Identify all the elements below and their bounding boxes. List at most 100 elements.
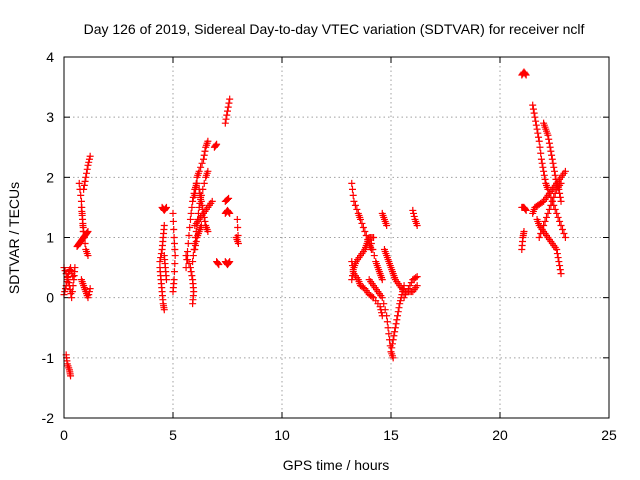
data-point [557, 221, 565, 229]
data-point [204, 227, 212, 235]
y-tick-label: 2 [46, 169, 54, 185]
data-point [521, 70, 529, 78]
data-point [368, 293, 376, 301]
x-tick-label: 5 [169, 427, 177, 443]
data-point [550, 163, 558, 171]
data-point [214, 260, 222, 268]
data-point [538, 159, 546, 167]
data-point [378, 276, 386, 284]
data-point [197, 221, 205, 229]
data-point [546, 143, 554, 151]
data-point [83, 169, 91, 177]
data-point [169, 209, 177, 217]
data-point [402, 291, 410, 299]
data-point [189, 300, 197, 308]
data-point [548, 151, 556, 159]
y-tick-label: 3 [46, 109, 54, 125]
data-point [378, 294, 386, 302]
data-point [413, 282, 421, 290]
data-point [400, 294, 408, 302]
data-point [156, 258, 164, 266]
data-point [548, 197, 556, 205]
data-point [69, 273, 77, 281]
data-point [537, 149, 545, 157]
data-point [406, 282, 414, 290]
data-point [85, 155, 93, 163]
data-point [195, 185, 203, 193]
data-point [223, 111, 231, 119]
data-point [529, 101, 537, 109]
data-point [212, 141, 220, 149]
data-point [348, 185, 356, 193]
data-point [80, 234, 88, 241]
data-point [535, 234, 543, 241]
data-point [204, 137, 212, 145]
data-point [82, 173, 90, 181]
data-point [75, 179, 83, 187]
data-point [195, 167, 203, 175]
data-point [171, 252, 179, 260]
data-point [541, 175, 549, 183]
data-point [67, 264, 75, 272]
data-point [540, 167, 548, 175]
y-tick-label: -2 [42, 410, 55, 426]
data-point [550, 193, 558, 201]
data-point [361, 227, 369, 235]
data-point [160, 306, 168, 314]
data-point [356, 215, 364, 223]
data-point [188, 272, 196, 280]
data-point [61, 267, 69, 275]
data-point [554, 254, 562, 262]
data-point [383, 312, 391, 320]
data-point [198, 201, 206, 209]
data-point [536, 143, 544, 151]
x-tick-label: 10 [274, 427, 290, 443]
data-point [544, 209, 552, 217]
data-point [197, 193, 205, 201]
data-point [80, 227, 88, 235]
data-point [162, 203, 170, 211]
data-point [86, 285, 94, 293]
x-tick-label: 25 [601, 427, 617, 443]
data-point [394, 312, 402, 320]
data-point [551, 171, 559, 179]
data-point [84, 161, 92, 169]
data-point [378, 309, 386, 317]
data-point [556, 217, 564, 225]
data-point [370, 234, 378, 241]
data-points [60, 68, 569, 380]
data-point [556, 266, 564, 274]
data-point [367, 240, 375, 248]
data-point [381, 306, 389, 314]
data-point [535, 133, 543, 141]
data-point [169, 217, 177, 225]
data-point [348, 258, 356, 266]
data-point [540, 171, 548, 179]
data-point [160, 221, 168, 229]
data-point [226, 258, 234, 266]
data-point [184, 248, 192, 256]
data-point [85, 158, 93, 166]
data-point [234, 223, 242, 231]
data-point [200, 151, 208, 159]
data-point [545, 135, 553, 143]
data-point [383, 221, 391, 229]
data-point [530, 109, 538, 117]
data-point [224, 103, 232, 111]
data-point [68, 288, 76, 296]
data-point [188, 203, 196, 211]
data-point [547, 201, 555, 209]
x-tick-label: 20 [492, 427, 508, 443]
data-point [77, 191, 85, 199]
data-point [182, 264, 190, 272]
data-point [391, 324, 399, 332]
data-point [221, 119, 229, 127]
data-point [539, 163, 547, 171]
data-point [184, 240, 192, 248]
data-point [225, 99, 233, 107]
data-point [370, 252, 378, 260]
data-point [544, 131, 552, 139]
data-point [84, 294, 92, 302]
x-tick-label: 0 [60, 427, 68, 443]
